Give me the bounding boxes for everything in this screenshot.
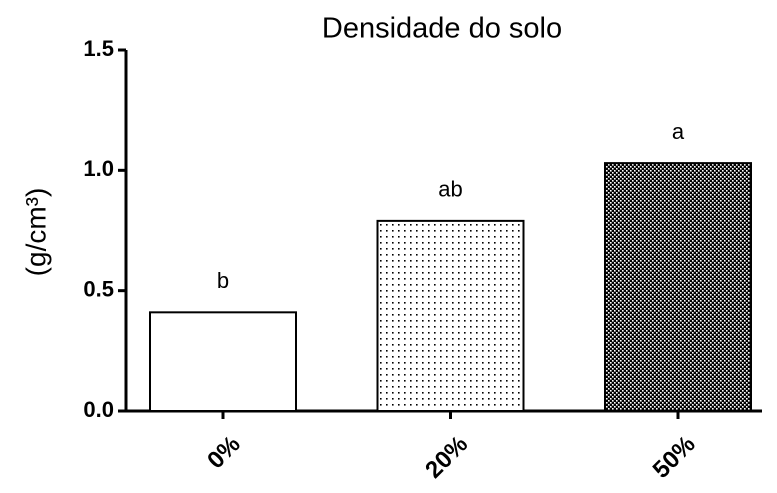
y-axis-label: (g/cm³) — [20, 188, 51, 277]
x-tick-label: 20% — [420, 431, 473, 484]
y-tick-label: 0.0 — [83, 397, 114, 422]
chart-title: Densidade do solo — [322, 13, 562, 45]
annotation: a — [672, 119, 685, 144]
annotation: b — [217, 268, 229, 293]
bar — [604, 162, 752, 412]
y-tick-label: 0.5 — [83, 276, 114, 301]
bar — [149, 311, 297, 412]
annotation: ab — [438, 177, 462, 202]
x-tick-label: 50% — [648, 431, 701, 484]
bar — [376, 219, 525, 412]
y-tick-label: 1.0 — [83, 156, 114, 181]
y-tick-label: 1.5 — [83, 36, 114, 61]
x-tick-label: 0% — [202, 431, 246, 475]
